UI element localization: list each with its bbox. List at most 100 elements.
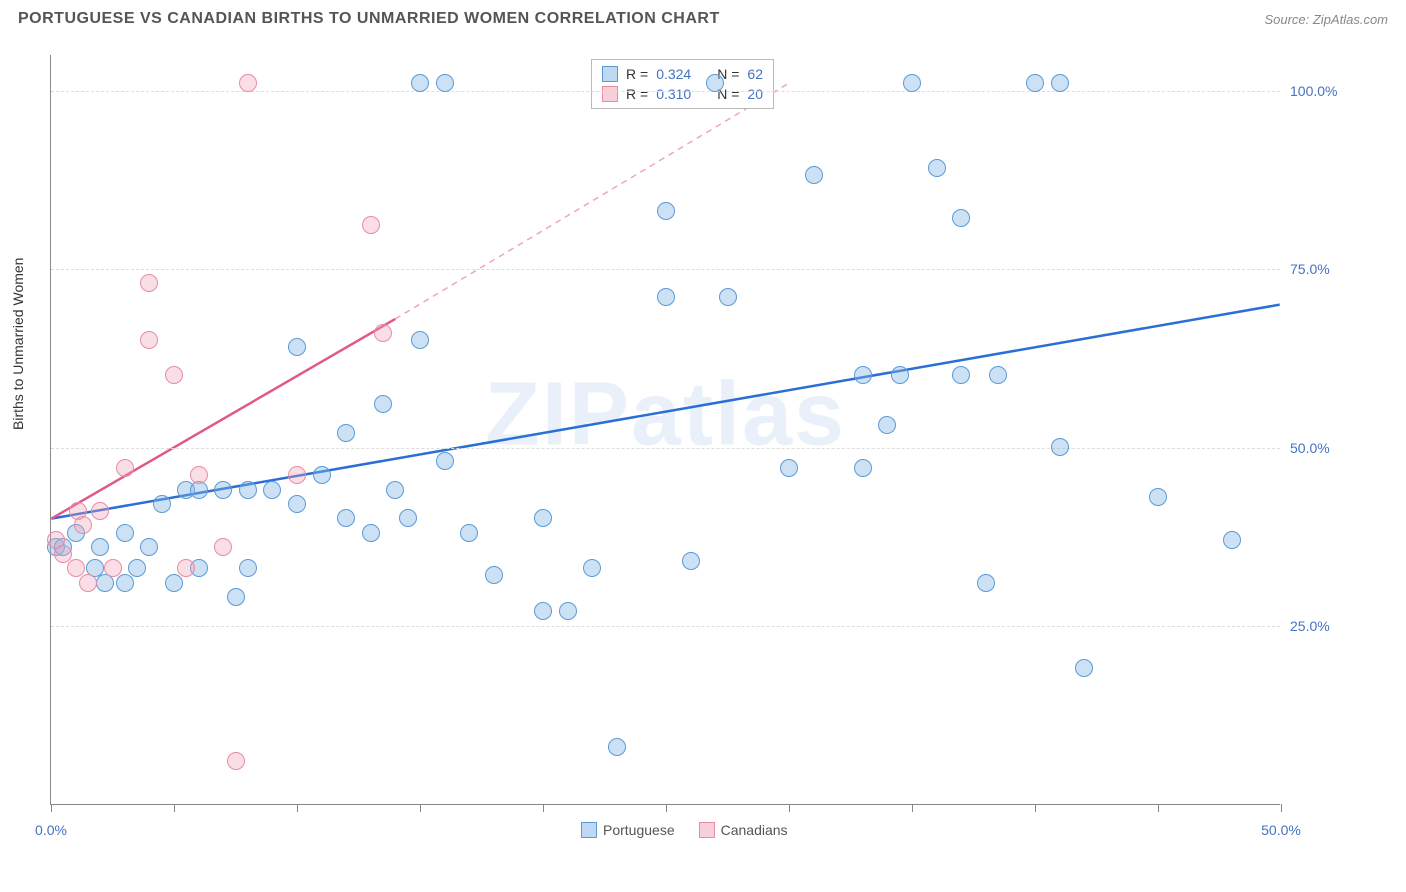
scatter-point [374, 395, 392, 413]
legend-item: Canadians [699, 822, 788, 838]
scatter-point [780, 459, 798, 477]
scatter-point [140, 331, 158, 349]
x-tick-label: 50.0% [1261, 822, 1301, 838]
scatter-point [411, 331, 429, 349]
trend-line [395, 84, 788, 319]
x-tick [789, 804, 790, 812]
gridline [51, 91, 1280, 92]
legend-label: Portuguese [603, 822, 675, 838]
scatter-point [1051, 438, 1069, 456]
scatter-point [140, 538, 158, 556]
scatter-point [337, 424, 355, 442]
scatter-point [928, 159, 946, 177]
scatter-point [399, 509, 417, 527]
n-value: 62 [747, 66, 763, 82]
scatter-point [386, 481, 404, 499]
scatter-point [337, 509, 355, 527]
scatter-point [104, 559, 122, 577]
y-tick-label: 25.0% [1290, 618, 1360, 634]
scatter-point [706, 74, 724, 92]
scatter-point [239, 74, 257, 92]
scatter-point [239, 481, 257, 499]
scatter-point [436, 74, 454, 92]
y-tick-label: 50.0% [1290, 440, 1360, 456]
scatter-point [534, 509, 552, 527]
scatter-point [177, 559, 195, 577]
gridline [51, 448, 1280, 449]
r-label: R = [626, 86, 648, 102]
legend-row: R =0.324N =62 [602, 64, 763, 84]
x-tick [1035, 804, 1036, 812]
y-axis-label: Births to Unmarried Women [10, 258, 26, 430]
x-tick [51, 804, 52, 812]
legend-swatch [581, 822, 597, 838]
scatter-point [116, 524, 134, 542]
scatter-point [1149, 488, 1167, 506]
gridline [51, 626, 1280, 627]
scatter-point [608, 738, 626, 756]
chart-plot-area: ZIPatlas R =0.324N =62R =0.310N =20 Port… [50, 55, 1280, 805]
scatter-point [263, 481, 281, 499]
scatter-point [657, 288, 675, 306]
scatter-point [214, 481, 232, 499]
scatter-point [153, 495, 171, 513]
y-tick-label: 75.0% [1290, 261, 1360, 277]
scatter-point [903, 74, 921, 92]
legend-swatch [602, 66, 618, 82]
chart-title: PORTUGUESE VS CANADIAN BIRTHS TO UNMARRI… [18, 10, 720, 28]
scatter-point [989, 366, 1007, 384]
x-tick [1158, 804, 1159, 812]
scatter-point [227, 588, 245, 606]
scatter-point [91, 502, 109, 520]
x-tick [1281, 804, 1282, 812]
series-legend: Portuguese Canadians [581, 822, 788, 838]
watermark-text: ZIPatlas [485, 363, 846, 466]
scatter-point [657, 202, 675, 220]
scatter-point [1075, 659, 1093, 677]
scatter-point [952, 366, 970, 384]
x-tick [912, 804, 913, 812]
legend-item: Portuguese [581, 822, 675, 838]
scatter-point [682, 552, 700, 570]
source-label: Source: ZipAtlas.com [1264, 12, 1388, 27]
gridline [51, 269, 1280, 270]
scatter-point [1026, 74, 1044, 92]
scatter-point [74, 516, 92, 534]
scatter-point [288, 466, 306, 484]
scatter-point [878, 416, 896, 434]
x-tick [420, 804, 421, 812]
scatter-point [559, 602, 577, 620]
trend-lines-layer [51, 55, 1280, 804]
scatter-point [239, 559, 257, 577]
scatter-point [288, 338, 306, 356]
scatter-point [1223, 531, 1241, 549]
scatter-point [313, 466, 331, 484]
scatter-point [891, 366, 909, 384]
r-value: 0.310 [656, 86, 691, 102]
scatter-point [227, 752, 245, 770]
scatter-point [128, 559, 146, 577]
correlation-legend: R =0.324N =62R =0.310N =20 [591, 59, 774, 109]
scatter-point [91, 538, 109, 556]
scatter-point [583, 559, 601, 577]
x-tick-label: 0.0% [35, 822, 67, 838]
scatter-point [140, 274, 158, 292]
x-tick [297, 804, 298, 812]
scatter-point [952, 209, 970, 227]
x-tick [174, 804, 175, 812]
scatter-point [805, 166, 823, 184]
scatter-point [362, 524, 380, 542]
legend-row: R =0.310N =20 [602, 84, 763, 104]
scatter-point [116, 459, 134, 477]
scatter-point [854, 459, 872, 477]
r-label: R = [626, 66, 648, 82]
trend-line [51, 305, 1279, 519]
n-value: 20 [747, 86, 763, 102]
scatter-point [165, 574, 183, 592]
x-tick [666, 804, 667, 812]
scatter-point [719, 288, 737, 306]
legend-swatch [699, 822, 715, 838]
scatter-point [485, 566, 503, 584]
scatter-point [411, 74, 429, 92]
scatter-point [854, 366, 872, 384]
